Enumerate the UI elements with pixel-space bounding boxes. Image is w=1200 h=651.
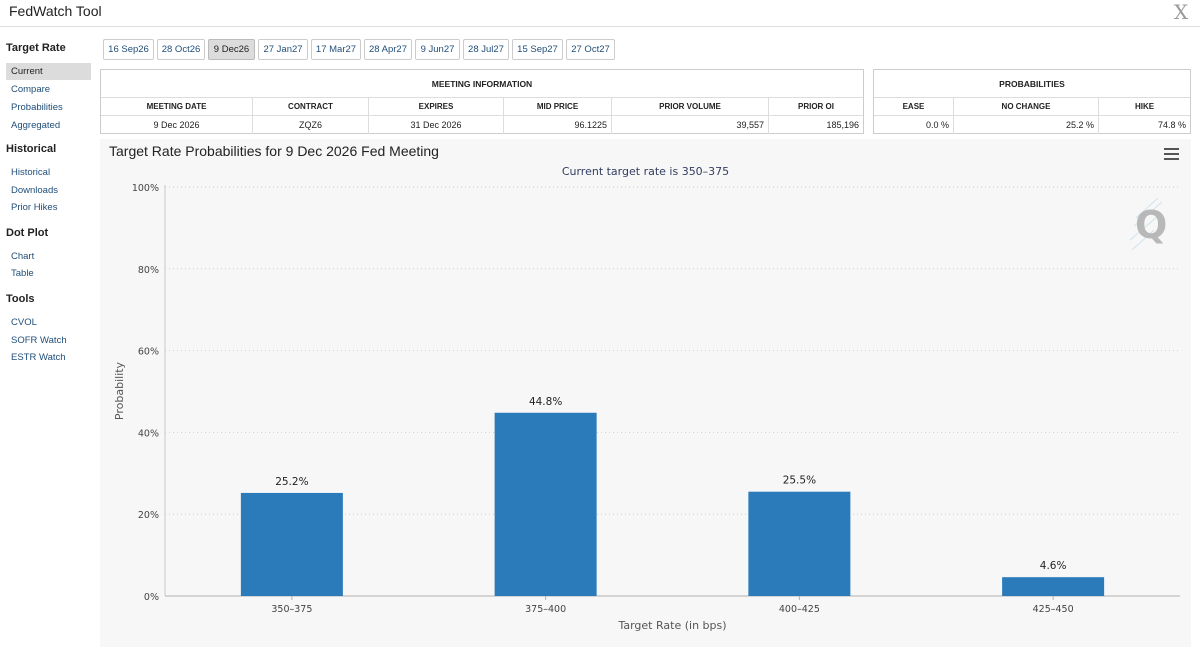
date-tab-9-jun27[interactable]: 9 Jun27 — [415, 39, 460, 60]
cell-expires: 31 Dec 2026 — [369, 116, 504, 134]
probabilities-title: PROBABILITIES — [874, 70, 1190, 98]
x-axis-title: Target Rate (in bps) — [617, 619, 726, 632]
date-tab-17-mar27[interactable]: 17 Mar27 — [311, 39, 361, 60]
date-tab-28-jul27[interactable]: 28 Jul27 — [463, 39, 509, 60]
date-tab-9-dec26[interactable]: 9 Dec26 — [208, 39, 255, 60]
y-tick-label: 40% — [138, 428, 159, 439]
y-tick-label: 100% — [132, 183, 159, 194]
y-tick-label: 20% — [138, 510, 159, 521]
sidebar-item-prior-hikes[interactable]: Prior Hikes — [11, 202, 58, 213]
x-tick-label-400-425: 400–425 — [779, 604, 820, 615]
sidebar-item-cvol[interactable]: CVOL — [11, 317, 37, 328]
data-label-425-450: 4.6% — [1040, 560, 1067, 572]
sidebar-section-historical: Historical — [6, 143, 57, 155]
bar-375-400 — [494, 412, 597, 596]
sidebar-section-tools: Tools — [6, 293, 35, 305]
data-label-375-400: 44.8% — [529, 396, 562, 408]
sidebar-item-current[interactable]: Current — [6, 63, 91, 80]
bar-400-425 — [748, 491, 851, 596]
column-header-mid-price: MID PRICE — [504, 98, 612, 116]
sidebar-item-table[interactable]: Table — [11, 268, 34, 279]
date-tab-27-jan27[interactable]: 27 Jan27 — [258, 39, 308, 60]
y-tick-label: 60% — [138, 347, 159, 358]
cell-no-change: 25.2 % — [954, 116, 1099, 134]
sidebar-section-target-rate: Target Rate — [6, 42, 66, 54]
column-header-ease: EASE — [874, 98, 954, 116]
y-tick-label: 80% — [138, 265, 159, 276]
chart-title: Target Rate Probabilities for 9 Dec 2026… — [109, 143, 439, 159]
bar-425-450 — [1002, 577, 1105, 596]
meeting-information-title: MEETING INFORMATION — [101, 70, 863, 98]
column-header-prior-volume: PRIOR VOLUME — [612, 98, 769, 116]
y-tick-label: 0% — [144, 592, 159, 603]
sidebar-item-chart[interactable]: Chart — [11, 251, 35, 262]
date-tab-27-oct27[interactable]: 27 Oct27 — [566, 39, 615, 60]
svg-text:Q: Q — [1135, 203, 1167, 247]
cell-hike: 74.8 % — [1157, 120, 1186, 130]
probabilities-table: PROBABILITIES EASE 0.0 % NO CHANGE 25.2 % HI… — [873, 69, 1191, 134]
date-tab-16-sep26[interactable]: 16 Sep26 — [103, 39, 154, 60]
hamburger-menu-icon[interactable] — [1164, 148, 1179, 160]
cell-contract: ZQZ6 — [253, 116, 369, 134]
sidebar-item-sofr-watch[interactable]: SOFR Watch — [11, 335, 67, 346]
cell-prior-volume: 39,557 — [612, 116, 769, 134]
app-title: FedWatch Tool — [9, 3, 102, 19]
column-header-contract: CONTRACT — [253, 98, 369, 116]
chart-subtitle: Current target rate is 350–375 — [561, 165, 730, 178]
date-tab-28-apr27[interactable]: 28 Apr27 — [364, 39, 412, 60]
x-tick-label-375-400: 375–400 — [525, 604, 566, 615]
sidebar-section-dot-plot: Dot Plot — [6, 227, 49, 239]
sidebar-item-compare[interactable]: Compare — [11, 84, 51, 95]
sidebar-item-estr-watch[interactable]: ESTR Watch — [11, 352, 66, 363]
cell-mid-price: 96.1225 — [504, 116, 612, 134]
y-axis-title: Probability — [113, 361, 126, 420]
data-label-400-425: 25.5% — [783, 475, 816, 487]
app-header: FedWatch Tool X — [0, 0, 1200, 27]
meeting-information-table: MEETING INFORMATION MEETING DATE 9 Dec 20… — [100, 69, 864, 134]
sidebar-item-downloads[interactable]: Downloads — [11, 185, 58, 196]
data-label-350-375: 25.2% — [275, 476, 308, 488]
x-tick-label-350-375: 350–375 — [271, 604, 312, 615]
column-header-expires: EXPIRES — [369, 98, 504, 116]
close-icon[interactable]: X — [1173, 0, 1189, 24]
sidebar-item-historical[interactable]: Historical — [11, 167, 51, 178]
x-tick-label-425-450: 425–450 — [1033, 604, 1074, 615]
cell-meeting-date: 9 Dec 2026 — [101, 116, 253, 134]
date-tab-28-oct26[interactable]: 28 Oct26 — [157, 39, 205, 60]
date-tab-15-sep27[interactable]: 15 Sep27 — [512, 39, 563, 60]
sidebar-item-probabilities[interactable]: Probabilities — [11, 102, 63, 113]
column-header-no-change: NO CHANGE — [954, 98, 1099, 116]
quikstrike-logo-icon: Q — [1129, 197, 1167, 251]
cell-prior-oi: 185,196 — [826, 120, 859, 130]
column-header-meeting-date: MEETING DATE — [101, 98, 253, 116]
column-header-prior-oi: PRIOR OI — [769, 98, 863, 116]
sidebar-item-aggregated[interactable]: Aggregated — [11, 120, 61, 131]
bar-350-375 — [240, 492, 343, 596]
bar-chart: 0% 20% 40% 60% 80% 100% 25.2% 350–375 44.8% 375–4… — [113, 183, 1180, 632]
column-header-hike: HIKE — [1099, 98, 1190, 116]
cell-ease: 0.0 % — [874, 116, 954, 134]
